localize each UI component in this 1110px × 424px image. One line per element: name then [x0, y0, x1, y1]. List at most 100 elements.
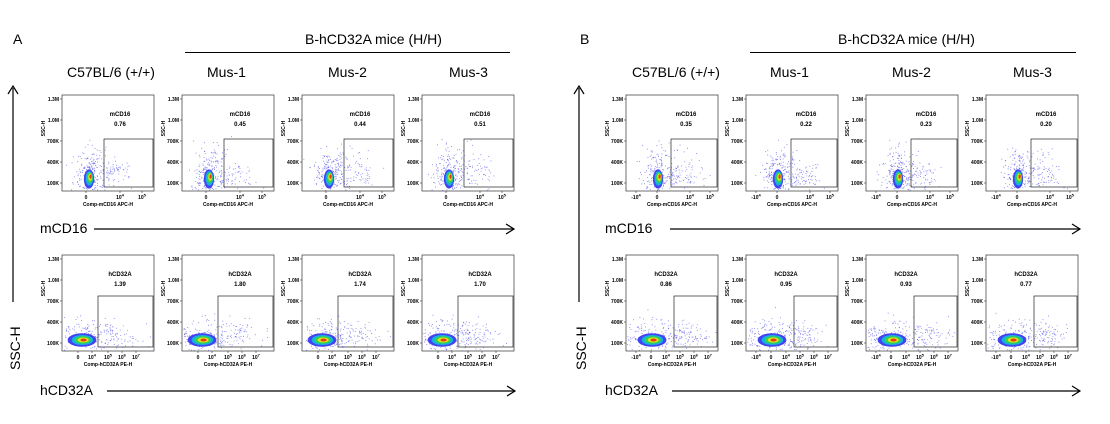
y-tick-label: 400K [971, 160, 983, 166]
event-cloud [64, 315, 151, 351]
y-tick-label: 400K [287, 160, 299, 166]
y-tick-label: 100K [971, 181, 983, 187]
y-tick-label: 100K [407, 181, 419, 187]
gate-name: mCD16 [230, 112, 251, 118]
event-cloud [867, 312, 958, 351]
gate-value: 0.76 [114, 122, 126, 128]
x-tick-label: 0 [890, 355, 893, 361]
x-tick-label: 105 [796, 353, 805, 362]
x-tick-label: 0 [776, 195, 779, 201]
x-tick-label: 0 [77, 355, 80, 361]
y-tick-label: 700K [47, 139, 59, 145]
gate-value: 1.80 [234, 282, 246, 288]
gate-box [463, 138, 514, 188]
gate-name: mCD16 [916, 112, 937, 118]
plot-frame [985, 254, 1079, 352]
event-cloud [755, 139, 825, 191]
y-tick-label: 1.3M [408, 97, 419, 103]
x-tick-label: 105 [946, 193, 955, 202]
y-tick-label: 1.0M [972, 278, 983, 284]
plot-x-label: Comp-hCD32A PE-H [444, 362, 493, 368]
plot-frame [625, 254, 719, 352]
y-tick-label: 400K [611, 320, 623, 326]
y-tick-label: 1.3M [852, 97, 863, 103]
y-axis-arrow-a [7, 84, 19, 302]
flow-plot-b-0-1: 1.3M 1.0M 700K 400K 100K SSC-H -104 0 104 105 Comp… [725, 94, 839, 208]
y-tick-label: 1.3M [612, 257, 623, 263]
gate-box [913, 295, 958, 348]
y-tick-label: 700K [407, 299, 419, 305]
x-tick-label: 0 [650, 355, 653, 361]
plot-y-label: SSC-H [725, 280, 731, 296]
x-axis-arrow-a-1 [107, 385, 517, 397]
plot-x-label: Comp-hCD32A PE-H [648, 362, 697, 368]
y-tick-label: 100K [731, 181, 743, 187]
y-tick-label: 400K [971, 320, 983, 326]
y-tick-label: 1.0M [612, 118, 623, 124]
x-axis-arrow-b-1 [672, 385, 1082, 397]
x-tick-label: 107 [492, 353, 501, 362]
x-tick-label: 104 [782, 353, 791, 362]
plot-y-label: SSC-H [605, 280, 611, 296]
flow-plot-a-0-1: 1.3M 1.0M 700K 400K 100K SSC-H 0 104 105 Comp-mCD… [161, 94, 275, 208]
x-tick-label: 104 [236, 193, 245, 202]
x-tick-label: 104 [1046, 193, 1055, 202]
x-tick-label: 0 [197, 355, 200, 361]
column-label-b-0: C57BL/6 (+/+) [632, 64, 720, 80]
gate-value: 1.74 [354, 282, 366, 288]
x-tick-label: 104 [902, 353, 911, 362]
gate-value: 0.93 [900, 282, 912, 288]
y-tick-label: 700K [407, 139, 419, 145]
x-tick-label: 0 [896, 195, 899, 201]
flow-plot-a-0-0: 1.3M 1.0M 700K 400K 100K SSC-H 0 104 105 Comp-mCD… [41, 94, 155, 208]
y-tick-label: 1.0M [408, 118, 419, 124]
y-tick-label: 1.0M [852, 118, 863, 124]
x-tick-label: 105 [676, 353, 685, 362]
gate-value: 1.39 [114, 282, 126, 288]
plot-frame [421, 94, 515, 192]
plot-y-label: SSC-H [401, 120, 407, 136]
x-tick-label: 105 [464, 353, 473, 362]
y-tick-label: 100K [731, 341, 743, 347]
group-underline-b [750, 52, 1076, 53]
gate-value: 0.35 [680, 122, 692, 128]
y-tick-label: 100K [287, 181, 299, 187]
gate-value: 0.86 [660, 282, 672, 288]
row-axis-label-a-0: mCD16 [40, 220, 88, 236]
plot-x-label: Comp-hCD32A PE-H [204, 362, 253, 368]
y-tick-label: 700K [851, 299, 863, 305]
plot-y-label: SSC-H [965, 280, 971, 296]
column-label-b-1: Mus-1 [770, 64, 809, 80]
gate-name: hCD32A [1014, 272, 1038, 278]
y-tick-label: 1.0M [48, 278, 59, 284]
x-tick-label: 105 [344, 353, 353, 362]
flow-plot-b-0-3: 1.3M 1.0M 700K 400K 100K SSC-H -104 0 104 105 Comp… [965, 94, 1079, 208]
x-tick-label: 107 [252, 353, 261, 362]
event-cloud [876, 138, 942, 191]
x-tick-label: -104 [991, 353, 1001, 362]
y-tick-label: 700K [287, 139, 299, 145]
y-tick-label: 400K [407, 320, 419, 326]
x-tick-label: 0 [317, 355, 320, 361]
y-tick-label: 1.3M [288, 97, 299, 103]
gate-value: 0.51 [474, 122, 486, 128]
x-tick-label: 106 [238, 353, 247, 362]
plot-x-label: Comp-hCD32A PE-H [84, 362, 133, 368]
y-tick-label: 100K [971, 341, 983, 347]
row-axis-label-b-0: mCD16 [605, 220, 653, 236]
event-cloud [1000, 147, 1068, 190]
flow-plot-b-1-1: 1.3M 1.0M 700K 400K 100K SSC-H -104 0 104 105 106 1… [725, 254, 839, 368]
gate-name: hCD32A [468, 272, 492, 278]
y-tick-label: 1.0M [288, 278, 299, 284]
plot-x-label: Comp-mCD16 APC-H [203, 202, 253, 208]
y-tick-label: 100K [851, 181, 863, 187]
y-tick-label: 700K [611, 139, 623, 145]
x-tick-label: 105 [1036, 353, 1045, 362]
x-tick-label: 104 [806, 193, 815, 202]
x-axis-arrow-a-0 [94, 223, 516, 235]
plot-y-label: SSC-H [845, 120, 851, 136]
event-cloud [428, 138, 495, 191]
plot-x-label: Comp-hCD32A PE-H [768, 362, 817, 368]
x-tick-label: 104 [476, 193, 485, 202]
x-tick-label: 106 [478, 353, 487, 362]
